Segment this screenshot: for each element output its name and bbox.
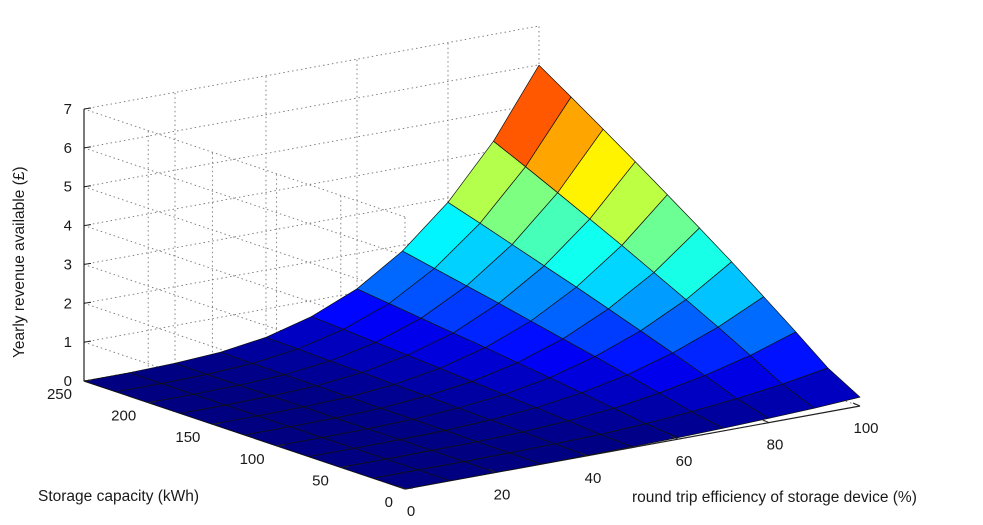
x-tick-label: 60 xyxy=(676,453,693,470)
y-tick-mark xyxy=(148,401,157,404)
y-tick-label: 150 xyxy=(175,429,200,446)
y-tick-label: 100 xyxy=(240,451,265,468)
x-tick-mark xyxy=(670,435,679,440)
x-tick-label: 0 xyxy=(407,503,415,520)
x-tick-label: 40 xyxy=(585,470,602,487)
z-tick-label: 3 xyxy=(64,256,72,273)
x-axis-label: round trip efficiency of storage device … xyxy=(632,489,917,506)
z-tick-label: 7 xyxy=(64,101,72,118)
tick-labels: 0 1 2 3 4 5 6 7 0 20 40 60 80 100 0 50 100 150 200 250 xyxy=(47,101,879,520)
z-tick-mark xyxy=(83,340,92,343)
z-tick-label: 1 xyxy=(64,334,72,351)
z-tick-label: 2 xyxy=(64,295,72,312)
y-tick-mark xyxy=(340,465,349,468)
y-tick-mark xyxy=(212,422,221,425)
z-tick-mark xyxy=(83,301,92,304)
gridline-z-back xyxy=(83,64,540,149)
y-tick-mark xyxy=(83,379,93,382)
z-tick-label: 0 xyxy=(64,373,72,390)
x-tick-mark xyxy=(852,402,861,407)
z-tick-mark xyxy=(83,107,92,110)
gridline-z-back xyxy=(83,142,540,227)
y-tick-mark xyxy=(404,487,414,490)
x-tick-mark xyxy=(397,485,406,490)
z-tick-label: 4 xyxy=(64,218,72,235)
x-tick-label: 100 xyxy=(853,420,878,437)
x-tick-mark xyxy=(579,452,588,457)
z-tick-label: 6 xyxy=(64,140,72,157)
gridline-z-back xyxy=(83,103,540,188)
y-tick-label: 250 xyxy=(47,386,72,403)
y-tick-label: 200 xyxy=(111,408,136,425)
gridline-z-back xyxy=(83,219,540,304)
y-axis-label: Storage capacity (kWh) xyxy=(38,488,199,505)
z-tick-mark xyxy=(83,185,92,188)
z-tick-mark xyxy=(83,146,92,149)
gridline-z-back xyxy=(83,258,540,343)
z-tick-label: 5 xyxy=(64,179,72,196)
z-tick-mark xyxy=(83,262,92,265)
gridline-z-back xyxy=(83,180,540,265)
z-tick-mark xyxy=(83,224,92,227)
x-tick-mark xyxy=(488,468,497,473)
gridline-z-back xyxy=(83,25,540,110)
surface xyxy=(83,64,861,490)
y-tick-label: 50 xyxy=(312,472,329,489)
x-tick-label: 20 xyxy=(494,486,511,503)
y-tick-label: 0 xyxy=(385,494,393,511)
x-tick-mark xyxy=(761,419,770,424)
x-tick-label: 80 xyxy=(767,437,784,454)
surface-cell xyxy=(782,367,861,409)
z-axis-label: Yearly revenue available (£) xyxy=(11,166,28,358)
y-tick-mark xyxy=(276,444,285,447)
gridline-z-left xyxy=(83,108,406,218)
